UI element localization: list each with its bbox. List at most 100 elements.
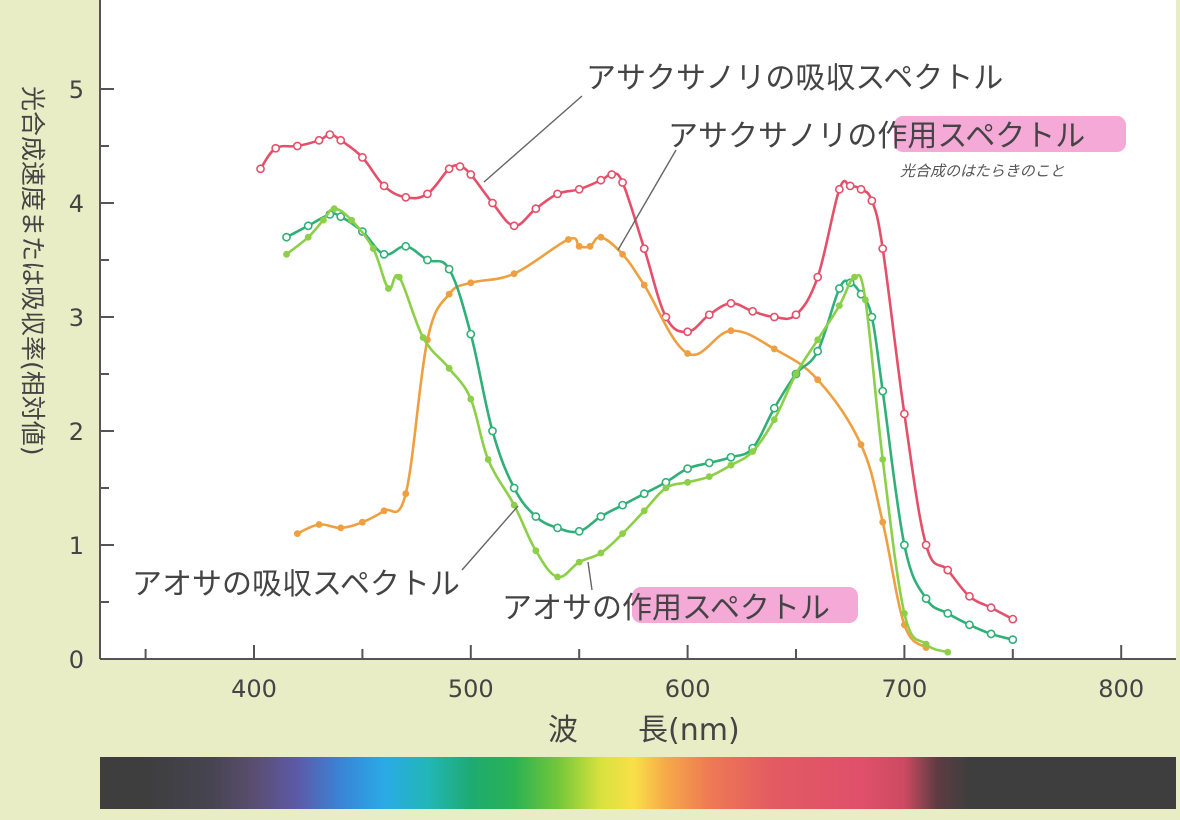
data-point [466, 329, 476, 339]
data-point [900, 409, 909, 419]
leader-line-aosa-absorption [461, 505, 519, 571]
x-axis-label: 波 長(nm) [548, 713, 740, 748]
data-point [337, 524, 345, 532]
data-point [618, 178, 627, 187]
data-point [986, 629, 996, 639]
data-point [922, 640, 930, 648]
data-point [921, 594, 931, 603]
data-point [965, 591, 974, 601]
data-point [814, 376, 822, 384]
label-asakusa-absorption: アサクサノリの吸収スペクトル [586, 61, 1003, 96]
series-asakusa-action [293, 233, 930, 651]
data-point [704, 310, 714, 320]
data-point [879, 456, 887, 463]
label-aosa-action-highlight: 作用スペクトル [622, 591, 830, 626]
data-point [509, 483, 519, 493]
data-point [488, 198, 497, 208]
data-point [444, 264, 454, 274]
data-point [325, 130, 335, 139]
data-point [727, 461, 735, 469]
leader-line-aosa-action [587, 561, 593, 591]
data-point [813, 272, 823, 282]
data-point [901, 610, 908, 617]
data-point [315, 521, 323, 528]
data-point [402, 490, 410, 498]
x-tick-label: 800 [1098, 675, 1144, 703]
data-point [395, 273, 403, 281]
data-point [878, 386, 888, 396]
data-point [282, 232, 291, 242]
data-point [597, 549, 605, 557]
data-point [596, 175, 606, 185]
data-point [488, 426, 497, 436]
data-point [336, 212, 346, 222]
data-point [791, 310, 801, 320]
data-point [314, 135, 324, 145]
label-asakusa-action: アサクサノリの作用スペクトル [668, 119, 1085, 154]
data-point [292, 141, 302, 151]
data-point [467, 279, 475, 287]
y-tick-label: 5 [69, 76, 84, 104]
data-point [705, 473, 713, 480]
data-point [554, 573, 561, 581]
highlight-asakusa-action [894, 116, 1126, 152]
data-point [640, 281, 648, 289]
data-point [379, 181, 389, 191]
data-point [878, 244, 888, 253]
data-point [445, 290, 453, 298]
data-point [861, 296, 869, 304]
data-point [619, 530, 626, 537]
data-point [965, 620, 974, 630]
handwritten-note: 光合成のはたらきのこと [900, 162, 1065, 180]
data-point [510, 501, 518, 509]
data-point [749, 448, 757, 455]
label-asakusa-action-highlight: 作用スペクトル [877, 119, 1085, 154]
data-point [726, 452, 736, 462]
series-asakusa-absorption [256, 130, 1018, 624]
y-tick-label: 2 [69, 418, 84, 446]
data-point [867, 196, 877, 206]
data-point [303, 221, 313, 231]
data-point [283, 250, 290, 258]
data-point [574, 526, 584, 536]
x-tick-label: 700 [881, 675, 927, 703]
data-point [748, 306, 758, 316]
data-point [466, 170, 476, 179]
data-point [845, 181, 855, 191]
data-point [684, 350, 691, 357]
data-point [683, 327, 692, 337]
annotation-layer: アサクサノリの吸収スペクトル アサクサノリの作用スペクトル 光合成のはたらきのこ… [18, 61, 1126, 748]
data-point [607, 170, 617, 179]
data-point [900, 540, 909, 550]
spectrum-gradient [100, 757, 1176, 809]
data-point [770, 345, 778, 353]
data-point [640, 507, 648, 515]
data-point [619, 250, 626, 258]
data-point [380, 507, 388, 515]
data-point [419, 334, 427, 341]
leader-line-asakusa-absorption [483, 95, 583, 183]
data-point [770, 416, 778, 423]
data-point [509, 221, 519, 231]
data-point [834, 284, 844, 293]
data-point [574, 184, 584, 194]
y-axis-label: 光合成速度または吸収率(相対値) [18, 86, 47, 456]
x-tick-label: 500 [448, 675, 494, 703]
data-point [943, 609, 953, 618]
label-aosa-absorption: アオサの吸収スペクトル [132, 567, 460, 602]
data-point [943, 565, 953, 575]
data-point [814, 336, 822, 344]
data-point [851, 273, 858, 281]
data-point [531, 512, 541, 521]
highlight-aosa-action [632, 587, 858, 623]
label-asakusa-action-prefix: アサクサノリの [668, 119, 877, 154]
data-point [597, 233, 605, 241]
data-point [553, 523, 562, 533]
x-tick-label: 600 [665, 675, 711, 703]
data-point [256, 164, 265, 174]
data-point [510, 270, 518, 278]
data-point [1008, 635, 1018, 645]
data-point [879, 518, 887, 526]
